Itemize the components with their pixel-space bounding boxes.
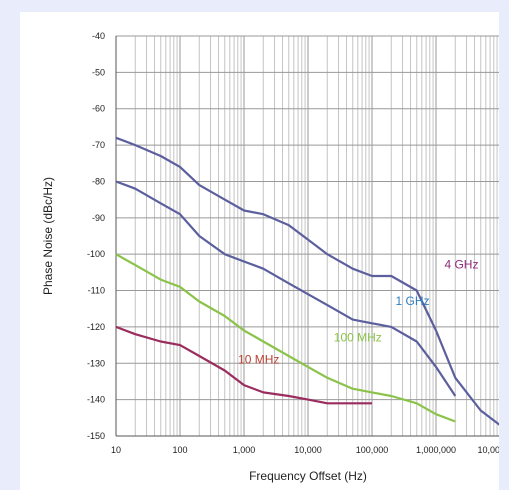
x-tick-label: 10,000,000 — [477, 445, 499, 455]
y-tick-label: -130 — [87, 358, 105, 368]
y-tick-label: -90 — [92, 213, 105, 223]
series-label: 4 GHz — [444, 258, 478, 272]
series-label: 1 GHz — [396, 294, 430, 308]
x-axis-title: Frequency Offset (Hz) — [249, 469, 367, 483]
x-tick-label: 1,000 — [233, 445, 256, 455]
y-tick-label: -50 — [92, 67, 105, 77]
y-tick-label: -80 — [92, 176, 105, 186]
series-label: 100 MHz — [334, 330, 382, 344]
y-tick-label: -70 — [92, 140, 105, 150]
x-tick-label: 1,000,000 — [416, 445, 456, 455]
series-label: 10 MHz — [238, 352, 279, 366]
x-tick-label: 10 — [111, 445, 121, 455]
x-tick-label: 100,000 — [356, 445, 389, 455]
y-tick-label: -100 — [87, 249, 105, 259]
y-tick-label: -60 — [92, 104, 105, 114]
y-axis-title: Phase Noise (dBc/Hz) — [41, 177, 55, 295]
phase-noise-chart: 10 100 1,000 10,000 100,000 1,000,000 10,000,0… — [20, 12, 499, 490]
chart-panel: 10 100 1,000 10,000 100,000 1,000,000 10,000,0… — [20, 12, 499, 490]
y-tick-label: -150 — [87, 431, 105, 441]
x-tick-label: 10,000 — [294, 445, 322, 455]
x-tick-label: 100 — [172, 445, 187, 455]
y-tick-label: -110 — [88, 286, 105, 296]
y-tick-label: -40 — [92, 31, 105, 41]
y-tick-label: -120 — [87, 322, 105, 332]
y-tick-label: -140 — [87, 395, 105, 405]
